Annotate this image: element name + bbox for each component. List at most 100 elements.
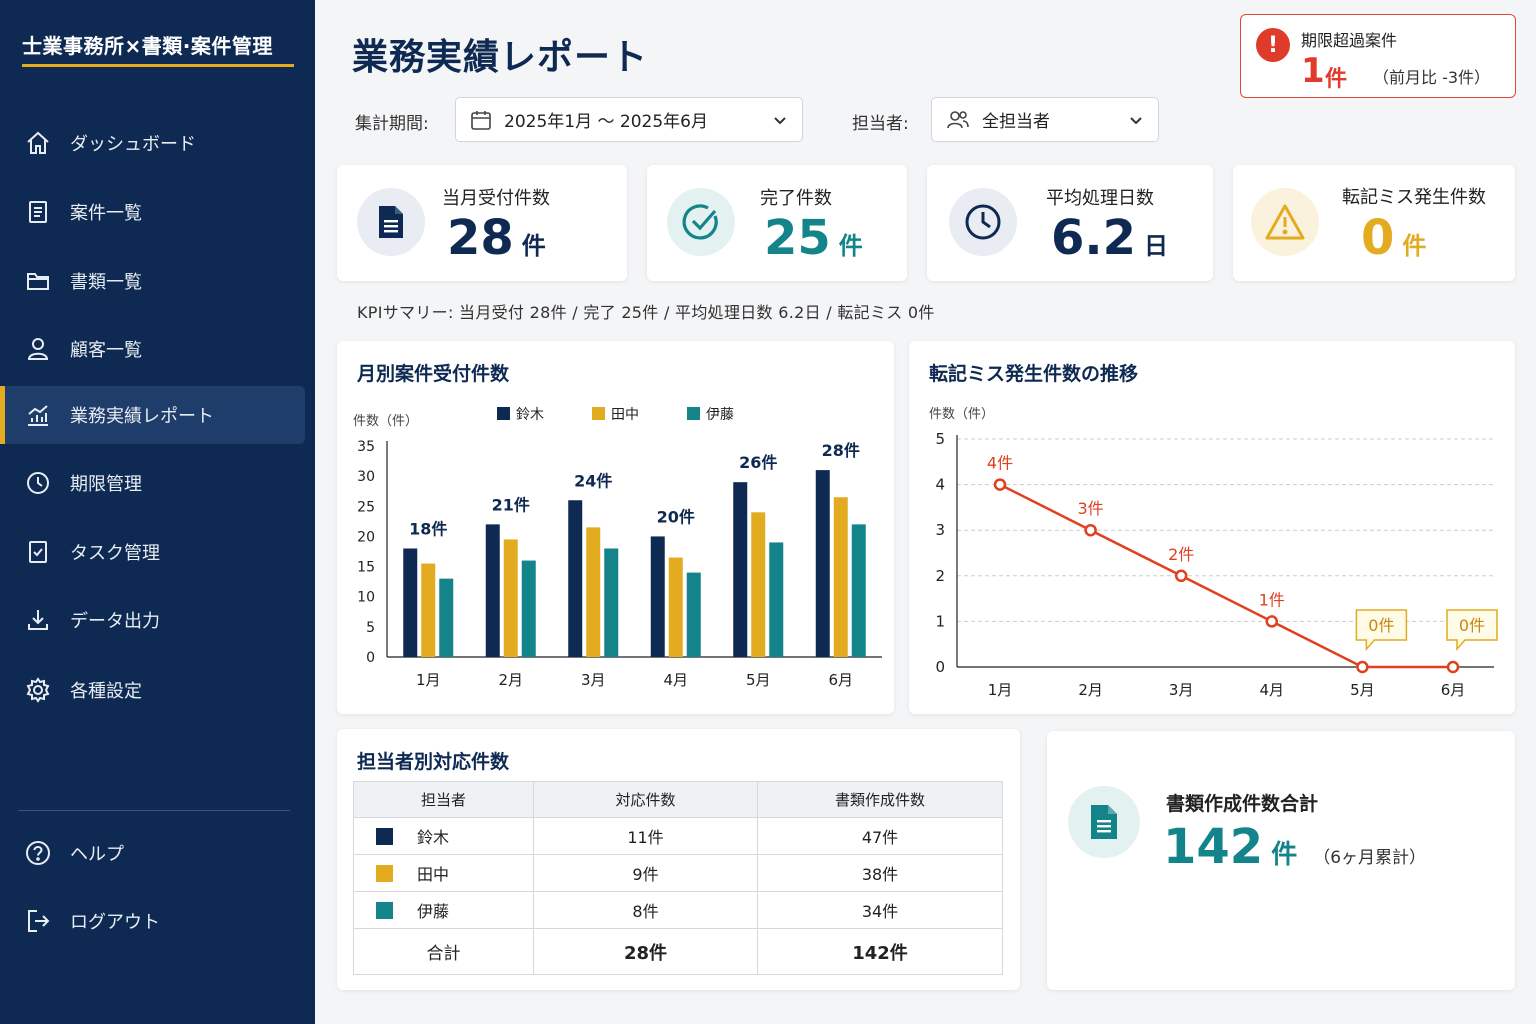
docs-cell: 34件 <box>757 891 1003 929</box>
bar <box>686 572 701 657</box>
bar <box>751 512 766 657</box>
bar <box>851 524 866 657</box>
data-label: 20件 <box>657 507 695 526</box>
legend-swatch <box>687 407 700 420</box>
page-title: 業務実績レポート <box>352 37 649 78</box>
x-tick-label: 3月 <box>581 671 606 689</box>
home-icon <box>24 129 52 157</box>
sidebar-item-tasks[interactable]: タスク管理 <box>0 523 305 581</box>
kpi-card-avg-days: 平均処理日数 6.2 日 <box>927 165 1213 281</box>
sidebar-item-settings[interactable]: 各種設定 <box>0 661 305 719</box>
kpi-value: 28 件 <box>447 210 546 266</box>
data-label: 0件 <box>1459 616 1485 635</box>
data-point <box>1446 660 1460 674</box>
sidebar-item-documents[interactable]: 書類一覧 <box>0 252 305 310</box>
x-tick-label: 1月 <box>416 671 441 689</box>
sidebar-item-label: ログアウト <box>70 912 160 933</box>
callout-box <box>1446 609 1498 651</box>
docs-cell: 38件 <box>757 854 1003 892</box>
y-tick-label: 5 <box>366 620 375 636</box>
overdue-alert[interactable]: ! 期限超過案件 1 件 （前月比 -3件） <box>1240 14 1516 98</box>
staff-select[interactable]: 全担当者 <box>931 97 1159 142</box>
data-label: 28件 <box>822 441 860 460</box>
staff-label: 担当者: <box>852 114 909 134</box>
sidebar-item-customers[interactable]: 顧客一覧 <box>0 320 305 378</box>
bar-chart: 件数（件） 0 5 10 15 20 25 30 35 鈴木 田中 伊藤 1月 18件 2月 21件 3月 24件… <box>353 407 882 689</box>
y-tick-label: 15 <box>357 560 375 576</box>
data-point <box>1356 660 1369 674</box>
sidebar-item-label: ヘルプ <box>70 844 124 865</box>
column-header: 担当者 <box>353 781 534 818</box>
sidebar-item-logout[interactable]: ログアウト <box>0 892 305 950</box>
period-select[interactable]: 2025年1月 ～ 2025年6月 <box>455 97 803 142</box>
error-trend-chart-card: 転記ミス発生件数の推移 件数（件） 0 1 2 3 4 5 1月 4件 2月 3件 3月 2件 4月 1件 5… <box>909 341 1515 714</box>
bar <box>833 497 848 657</box>
x-tick-label: 2月 <box>498 671 523 689</box>
data-label: 24件 <box>574 471 612 490</box>
alert-count: 1 <box>1301 51 1325 91</box>
y-tick-label: 4 <box>935 476 945 494</box>
data-label: 21件 <box>492 495 530 514</box>
sidebar-item-label: 業務実績レポート <box>70 406 214 427</box>
table-row: 伊藤 8件 34件 <box>353 891 1003 929</box>
monthly-cases-chart-card: 月別案件受付件数 件数（件） 0 5 10 15 20 25 30 35 鈴木 田中 伊藤 1月 18件 2… <box>337 341 894 714</box>
kpi-card-completed: 完了件数 25 件 <box>647 165 907 281</box>
staff-name: 伊藤 <box>417 902 450 921</box>
checklist-icon <box>24 538 52 566</box>
sidebar-item-label: ダッシュボード <box>70 134 196 155</box>
line-chart: 件数（件） 0 1 2 3 4 5 1月 4件 2月 3件 3月 2件 4月 1件 5月 0件 6月 0件 <box>929 407 1498 699</box>
staff-name: 鈴木 <box>417 828 450 847</box>
sidebar-item-export[interactable]: データ出力 <box>0 591 305 649</box>
y-tick-label: 30 <box>357 469 375 485</box>
sidebar-item-help[interactable]: ヘルプ <box>0 824 305 882</box>
download-icon <box>24 606 52 634</box>
legend-swatch <box>592 407 605 420</box>
data-label: 26件 <box>739 453 777 472</box>
clock-icon <box>24 469 52 497</box>
x-tick-label: 5月 <box>1350 681 1375 699</box>
chevron-down-icon <box>1128 112 1144 133</box>
staff-value: 全担当者 <box>982 112 1050 132</box>
legend-label: 鈴木 <box>516 407 544 423</box>
data-label: 3件 <box>1078 499 1104 518</box>
alert-title: 期限超過案件 <box>1301 31 1398 50</box>
y-tick-label: 0 <box>935 658 945 676</box>
sidebar-item-report[interactable]: 業務実績レポート <box>0 386 305 444</box>
bar <box>439 578 454 657</box>
data-point <box>1084 523 1097 537</box>
x-tick-label: 6月 <box>1441 681 1466 699</box>
color-swatch <box>376 901 393 919</box>
bar <box>586 527 601 657</box>
callout-box <box>1355 609 1408 651</box>
x-tick-label: 2月 <box>1078 681 1103 699</box>
sidebar-item-cases[interactable]: 案件一覧 <box>0 183 305 241</box>
chart-title: 月別案件受付件数 <box>357 363 510 385</box>
period-value: 2025年1月 ～ 2025年6月 <box>504 112 708 132</box>
sidebar-item-deadlines[interactable]: 期限管理 <box>0 454 305 512</box>
kpi-value: 25 件 <box>764 210 863 266</box>
sidebar-item-label: 各種設定 <box>70 681 142 702</box>
users-icon <box>946 109 970 131</box>
sidebar-item-label: 書類一覧 <box>70 272 142 293</box>
kpi-label: 転記ミス発生件数 <box>1342 187 1486 208</box>
calendar-icon <box>470 109 492 131</box>
legend-swatch <box>497 407 510 420</box>
bar <box>815 470 830 657</box>
sidebar-item-dashboard[interactable]: ダッシュボード <box>0 114 305 172</box>
check-circle-icon <box>667 188 735 256</box>
data-point <box>1174 569 1188 583</box>
x-tick-label: 4月 <box>1260 681 1285 699</box>
bar <box>604 548 619 657</box>
y-tick-label: 2 <box>935 567 945 585</box>
document-list-icon <box>24 198 52 226</box>
staff-name: 田中 <box>417 865 450 884</box>
y-axis-label: 件数（件） <box>929 407 994 422</box>
kpi-value: 6.2 日 <box>1051 210 1169 266</box>
kpi-label: 平均処理日数 <box>1046 188 1154 209</box>
doc-total-value: 142 件（6ヶ月累計） <box>1163 819 1427 875</box>
y-axis-label: 件数（件） <box>353 414 418 429</box>
bar <box>485 524 500 657</box>
data-label: 1件 <box>1259 590 1285 609</box>
warning-icon <box>1251 188 1319 256</box>
column-header: 書類作成件数 <box>757 781 1003 818</box>
